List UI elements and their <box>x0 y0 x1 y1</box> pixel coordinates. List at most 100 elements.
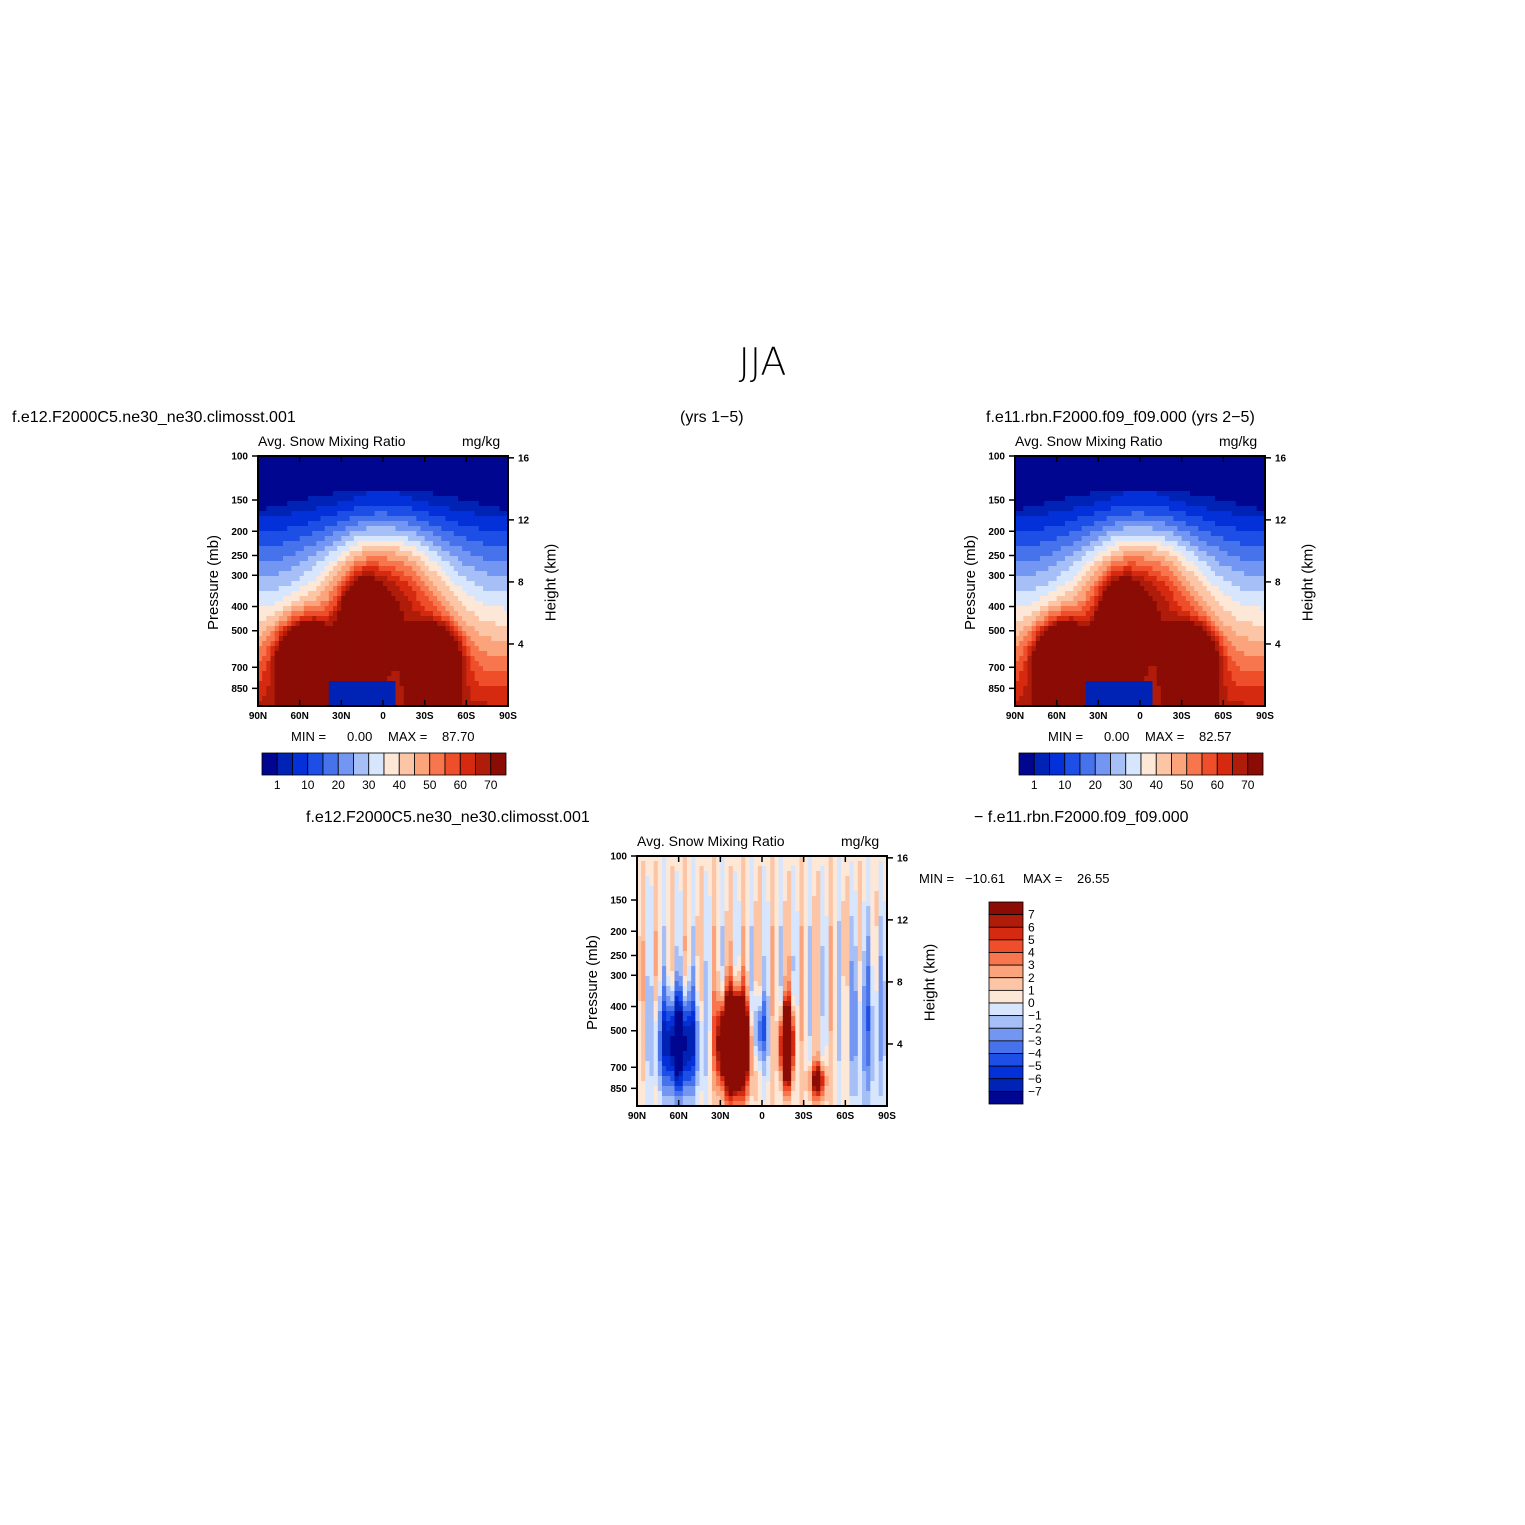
heatmap-cell <box>316 671 322 677</box>
heatmap-cell <box>1090 676 1095 682</box>
heatmap-cell <box>1156 686 1162 692</box>
heatmap-cell <box>1048 461 1054 467</box>
heatmap-cell <box>258 661 263 667</box>
heatmap-cell <box>495 481 501 487</box>
heatmap-cell <box>503 486 509 492</box>
heatmap-cell <box>270 501 276 507</box>
heatmap-cell <box>487 586 492 592</box>
heatmap-cell <box>458 666 463 672</box>
heatmap-cell <box>495 516 501 522</box>
heatmap-cell <box>1110 506 1116 512</box>
heatmap-cell <box>437 561 442 567</box>
heatmap-cell <box>1019 506 1024 512</box>
heatmap-cell <box>1060 636 1066 642</box>
heatmap-cell <box>1110 676 1116 682</box>
heatmap-cell <box>328 516 334 522</box>
heatmap-cell <box>1160 546 1166 552</box>
heatmap-cell <box>1094 651 1099 657</box>
heatmap-cell <box>478 561 484 567</box>
heatmap-cell <box>349 596 355 602</box>
heatmap-cell <box>458 701 463 707</box>
heatmap-cell <box>412 676 417 682</box>
heatmap-cell <box>366 601 372 607</box>
heatmap-cell <box>1019 696 1024 702</box>
heatmap-cell <box>478 466 484 472</box>
heatmap-cell <box>1065 606 1070 612</box>
heatmap-cell <box>262 621 267 627</box>
heatmap-cell <box>324 556 330 562</box>
heatmap-cell <box>303 531 309 537</box>
colorbar-label: 60 <box>454 778 468 792</box>
heatmap-cell <box>458 611 463 617</box>
heatmap-cell <box>458 471 463 477</box>
heatmap-cell <box>478 501 484 507</box>
heatmap-cell <box>1077 481 1083 487</box>
heatmap-cell <box>320 691 326 697</box>
heatmap-cell <box>449 501 455 507</box>
heatmap-cell <box>1081 561 1087 567</box>
heatmap-cell <box>416 511 422 517</box>
heatmap-cell <box>449 531 455 537</box>
heatmap-cell <box>387 651 392 657</box>
heatmap-cell <box>1098 641 1104 647</box>
heatmap-cell <box>1160 496 1166 502</box>
heatmap-cell <box>1123 496 1129 502</box>
heatmap-cell <box>412 686 417 692</box>
heatmap-cell <box>266 641 272 647</box>
heatmap-cell <box>1090 576 1095 582</box>
heatmap-cell <box>283 621 288 627</box>
heatmap-cell <box>1027 696 1033 702</box>
heatmap-cell <box>462 691 467 697</box>
heatmap-cell <box>1115 631 1120 637</box>
heatmap-cell <box>1023 471 1029 477</box>
heatmap-cell <box>1144 686 1149 692</box>
heatmap-cell <box>408 656 413 662</box>
heatmap-cell <box>1106 661 1112 667</box>
heatmap-cell <box>487 526 492 532</box>
heatmap-cell <box>391 676 397 682</box>
heatmap-cell <box>391 476 397 482</box>
heatmap-cell <box>1069 471 1074 477</box>
heatmap-cell <box>1044 701 1049 707</box>
heatmap-cell <box>399 531 405 537</box>
heatmap-cell <box>449 616 455 622</box>
heatmap-cell <box>1106 486 1112 492</box>
heatmap-cell <box>449 641 455 647</box>
heatmap-cell <box>1044 501 1049 507</box>
heatmap-cell <box>266 466 272 472</box>
heatmap-cell <box>374 456 380 462</box>
heatmap-cell <box>1073 586 1079 592</box>
heatmap-cell <box>1148 516 1154 522</box>
heatmap-cell <box>266 526 272 532</box>
heatmap-cell <box>391 666 397 672</box>
heatmap-cell <box>378 646 384 652</box>
heatmap-cell <box>383 641 388 647</box>
heatmap-cell <box>458 671 463 677</box>
heatmap-cell <box>395 471 401 477</box>
heatmap-cell <box>383 531 388 537</box>
heatmap-cell <box>1094 516 1099 522</box>
heatmap-cell <box>483 586 488 592</box>
heatmap-cell <box>462 491 467 497</box>
heatmap-cell <box>1048 641 1054 647</box>
heatmap-cell <box>341 456 347 462</box>
heatmap-cell <box>445 641 451 647</box>
heatmap-cell <box>1119 581 1124 587</box>
heatmap-cell <box>1135 506 1141 512</box>
heatmap-cell <box>408 606 413 612</box>
heatmap-cell <box>320 526 326 532</box>
heatmap-cell <box>328 626 334 632</box>
heatmap-cell <box>295 626 301 632</box>
heatmap-cell <box>445 551 451 557</box>
heatmap-cell <box>295 666 301 672</box>
heatmap-cell <box>353 461 359 467</box>
heatmap-cell <box>262 631 267 637</box>
heatmap-cell <box>324 521 330 527</box>
heatmap-cell <box>1144 566 1149 572</box>
heatmap-cell <box>503 581 509 587</box>
heatmap-cell <box>1165 536 1170 542</box>
heatmap-cell <box>358 586 363 592</box>
heatmap-cell <box>287 621 292 627</box>
heatmap-cell <box>420 646 426 652</box>
heatmap-cell <box>383 526 388 532</box>
